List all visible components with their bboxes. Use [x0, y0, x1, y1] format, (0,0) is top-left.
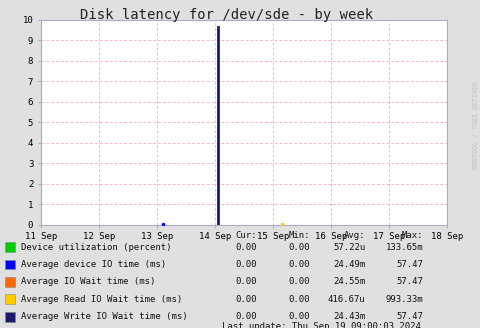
- Text: 57.47: 57.47: [396, 312, 422, 321]
- Text: 993.33m: 993.33m: [385, 295, 422, 304]
- Text: 0.00: 0.00: [235, 260, 257, 269]
- Text: 0.00: 0.00: [288, 260, 310, 269]
- Text: 57.47: 57.47: [396, 260, 422, 269]
- Text: Cur:: Cur:: [235, 231, 257, 240]
- Text: Average Write IO Wait time (ms): Average Write IO Wait time (ms): [21, 312, 187, 321]
- Text: Min:: Min:: [288, 231, 310, 240]
- Text: 24.49m: 24.49m: [333, 260, 365, 269]
- Text: Average IO Wait time (ms): Average IO Wait time (ms): [21, 277, 155, 286]
- Text: 57.22u: 57.22u: [333, 243, 365, 252]
- Text: Max:: Max:: [401, 231, 422, 240]
- Text: RRDTOOL / TOBI OETIKER: RRDTOOL / TOBI OETIKER: [472, 81, 478, 169]
- Text: 0.00: 0.00: [288, 277, 310, 286]
- Text: Average Read IO Wait time (ms): Average Read IO Wait time (ms): [21, 295, 182, 304]
- Text: 0.00: 0.00: [235, 243, 257, 252]
- Text: 24.43m: 24.43m: [333, 312, 365, 321]
- Text: 0.00: 0.00: [235, 312, 257, 321]
- Text: 133.65m: 133.65m: [385, 243, 422, 252]
- Text: Last update: Thu Sep 19 09:00:03 2024: Last update: Thu Sep 19 09:00:03 2024: [222, 322, 420, 328]
- Text: 57.47: 57.47: [396, 277, 422, 286]
- Text: 0.00: 0.00: [235, 295, 257, 304]
- Text: Disk latency for /dev/sde - by week: Disk latency for /dev/sde - by week: [79, 8, 372, 22]
- Text: 0.00: 0.00: [288, 312, 310, 321]
- Text: 0.00: 0.00: [235, 277, 257, 286]
- Text: 416.67u: 416.67u: [327, 295, 365, 304]
- Text: Avg:: Avg:: [343, 231, 365, 240]
- Text: 0.00: 0.00: [288, 295, 310, 304]
- Text: 0.00: 0.00: [288, 243, 310, 252]
- Text: Average device IO time (ms): Average device IO time (ms): [21, 260, 166, 269]
- Text: Device utilization (percent): Device utilization (percent): [21, 243, 171, 252]
- Text: 24.55m: 24.55m: [333, 277, 365, 286]
